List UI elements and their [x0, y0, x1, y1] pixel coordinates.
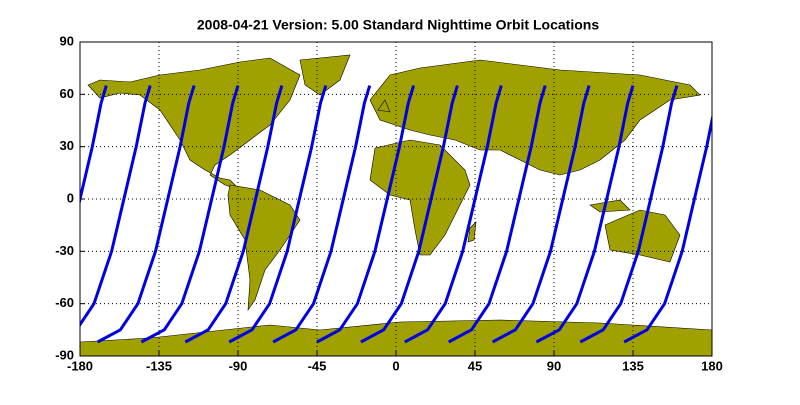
plot-frame — [79, 41, 713, 357]
madagascar — [467, 221, 477, 243]
x-tick-label: -45 — [308, 358, 327, 373]
orbit-track — [404, 85, 503, 344]
x-tick-label: 180 — [701, 358, 723, 373]
orbit-track — [491, 85, 591, 344]
x-tick-label: 135 — [622, 358, 644, 373]
orbit-track — [184, 85, 284, 344]
orbit-track — [623, 112, 712, 344]
chart-title: 2008-04-21 Version: 5.00 Standard Nightt… — [197, 17, 599, 33]
africa — [369, 139, 471, 256]
y-tick-label: -60 — [55, 295, 74, 310]
orbit-tracks — [80, 85, 712, 344]
orbit-track — [140, 85, 240, 344]
orbit-track — [96, 85, 196, 344]
y-tick-label: -90 — [55, 347, 74, 362]
y-tick-label: 90 — [60, 33, 74, 48]
orbit-track — [535, 85, 635, 344]
orbit-track — [447, 85, 547, 344]
greenland — [299, 54, 351, 96]
eurasia — [369, 59, 701, 176]
x-tick-label: 45 — [468, 358, 482, 373]
orbit-track — [80, 85, 108, 206]
orbit-track — [360, 85, 459, 344]
y-tick-label: 0 — [67, 190, 74, 205]
orbit-track — [316, 85, 416, 344]
orbit-track — [80, 85, 152, 328]
great-britain — [377, 99, 391, 113]
x-tick-label: -135 — [146, 358, 172, 373]
orbit-track — [228, 85, 328, 344]
y-tick-label: 30 — [60, 138, 74, 153]
x-tick-label: 90 — [547, 358, 561, 373]
y-tick-label: -30 — [55, 243, 74, 258]
x-tick-label: -180 — [67, 358, 93, 373]
north-america — [87, 57, 301, 191]
orbit-track — [272, 85, 372, 344]
x-tick-label: -90 — [229, 358, 248, 373]
orbit-track — [579, 85, 679, 344]
x-tick-label: 0 — [392, 358, 399, 373]
indonesia — [589, 199, 631, 213]
y-tick-label: 60 — [60, 86, 74, 101]
south-america — [227, 184, 301, 312]
